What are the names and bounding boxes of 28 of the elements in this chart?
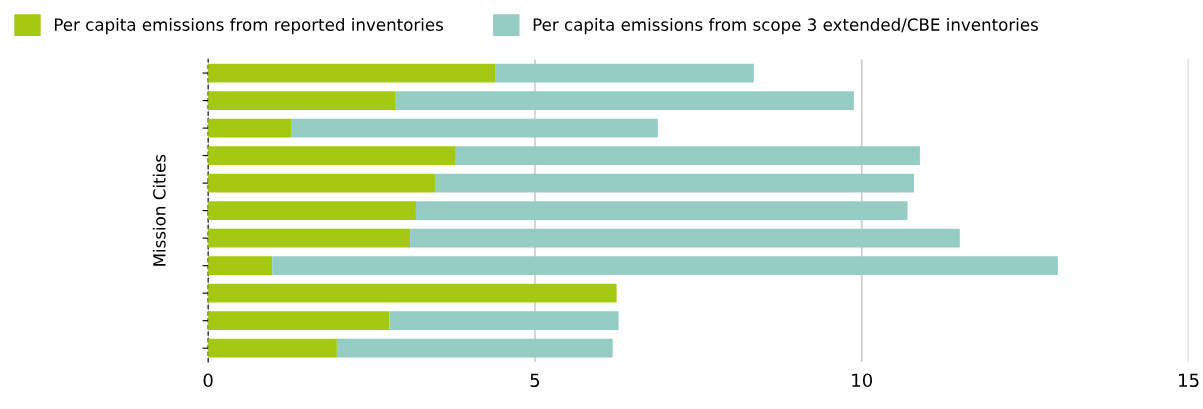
bar	[208, 228, 411, 248]
x-tick-label: 5	[530, 373, 540, 388]
bar	[389, 311, 619, 331]
bar	[208, 283, 617, 303]
legend-label: Per capita emissions from scope 3 extended/CBE inventories	[533, 18, 1038, 35]
bar	[208, 311, 390, 331]
x-tick-label: 0	[203, 373, 213, 388]
bar	[208, 338, 337, 358]
bar	[495, 63, 754, 83]
x-tick-label: 10	[852, 373, 873, 388]
bar	[410, 228, 960, 248]
bar	[415, 201, 908, 220]
bar	[395, 91, 854, 110]
bar	[208, 173, 435, 193]
bar	[455, 146, 920, 165]
bar	[208, 256, 273, 276]
y-axis-title: Mission Cities	[152, 154, 166, 266]
x-tick-label: 15	[1179, 373, 1199, 388]
bar	[208, 201, 416, 220]
bar	[208, 91, 396, 110]
bar	[208, 118, 292, 138]
bar	[336, 338, 613, 358]
bar	[208, 63, 496, 83]
bar	[434, 173, 915, 193]
bar	[272, 256, 1058, 276]
bar	[208, 146, 456, 165]
legend-label: Per capita emissions from reported inventories	[54, 18, 443, 35]
bar	[291, 118, 658, 138]
